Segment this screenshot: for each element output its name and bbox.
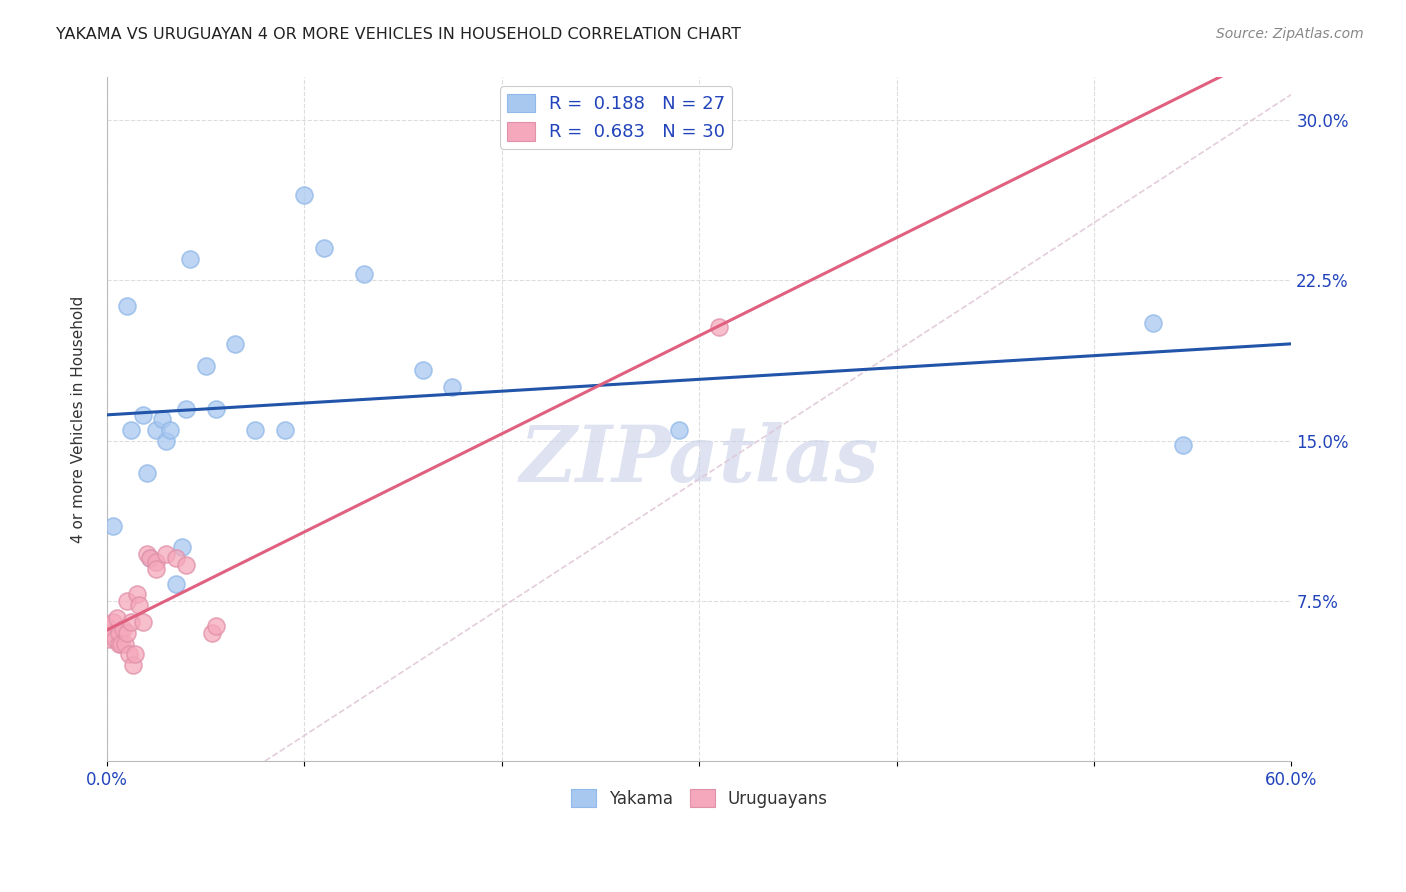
Point bbox=[135, 547, 157, 561]
Point bbox=[155, 434, 177, 448]
Point bbox=[273, 423, 295, 437]
Point bbox=[121, 657, 143, 672]
Point bbox=[139, 551, 162, 566]
Point bbox=[204, 619, 226, 633]
Point bbox=[243, 423, 266, 437]
Point bbox=[104, 632, 127, 647]
Point bbox=[114, 636, 136, 650]
Point bbox=[170, 541, 193, 555]
Point bbox=[124, 647, 146, 661]
Point bbox=[120, 423, 142, 437]
Point bbox=[441, 380, 464, 394]
Legend: Yakama, Uruguayans: Yakama, Uruguayans bbox=[564, 783, 835, 814]
Point bbox=[120, 615, 142, 630]
Point bbox=[115, 626, 138, 640]
Point bbox=[174, 558, 197, 572]
Point bbox=[125, 587, 148, 601]
Point bbox=[96, 619, 118, 633]
Point bbox=[294, 188, 316, 202]
Point bbox=[201, 626, 224, 640]
Point bbox=[353, 267, 375, 281]
Point bbox=[115, 299, 138, 313]
Point bbox=[139, 551, 162, 566]
Point bbox=[224, 337, 246, 351]
Point bbox=[98, 632, 121, 647]
Text: ZIPatlas: ZIPatlas bbox=[519, 422, 879, 499]
Point bbox=[145, 562, 167, 576]
Point bbox=[101, 615, 124, 630]
Point bbox=[668, 423, 690, 437]
Point bbox=[174, 401, 197, 416]
Point bbox=[108, 636, 131, 650]
Point bbox=[165, 576, 187, 591]
Point bbox=[131, 615, 153, 630]
Point bbox=[412, 363, 434, 377]
Point bbox=[194, 359, 217, 373]
Point bbox=[314, 241, 336, 255]
Point bbox=[108, 626, 131, 640]
Point bbox=[135, 466, 157, 480]
Point bbox=[165, 551, 187, 566]
Point bbox=[204, 401, 226, 416]
Point bbox=[100, 626, 122, 640]
Point bbox=[155, 547, 177, 561]
Point bbox=[179, 252, 201, 266]
Point bbox=[128, 598, 150, 612]
Point bbox=[707, 320, 730, 334]
Point bbox=[1142, 316, 1164, 330]
Point bbox=[115, 594, 138, 608]
Point bbox=[145, 555, 167, 569]
Point bbox=[118, 647, 141, 661]
Y-axis label: 4 or more Vehicles in Household: 4 or more Vehicles in Household bbox=[72, 295, 86, 543]
Point bbox=[131, 408, 153, 422]
Point bbox=[145, 423, 167, 437]
Text: YAKAMA VS URUGUAYAN 4 OR MORE VEHICLES IN HOUSEHOLD CORRELATION CHART: YAKAMA VS URUGUAYAN 4 OR MORE VEHICLES I… bbox=[56, 27, 741, 42]
Point bbox=[111, 622, 134, 636]
Point bbox=[105, 611, 128, 625]
Text: Source: ZipAtlas.com: Source: ZipAtlas.com bbox=[1216, 27, 1364, 41]
Point bbox=[159, 423, 181, 437]
Point bbox=[150, 412, 173, 426]
Point bbox=[1171, 438, 1194, 452]
Point bbox=[101, 519, 124, 533]
Point bbox=[110, 636, 132, 650]
